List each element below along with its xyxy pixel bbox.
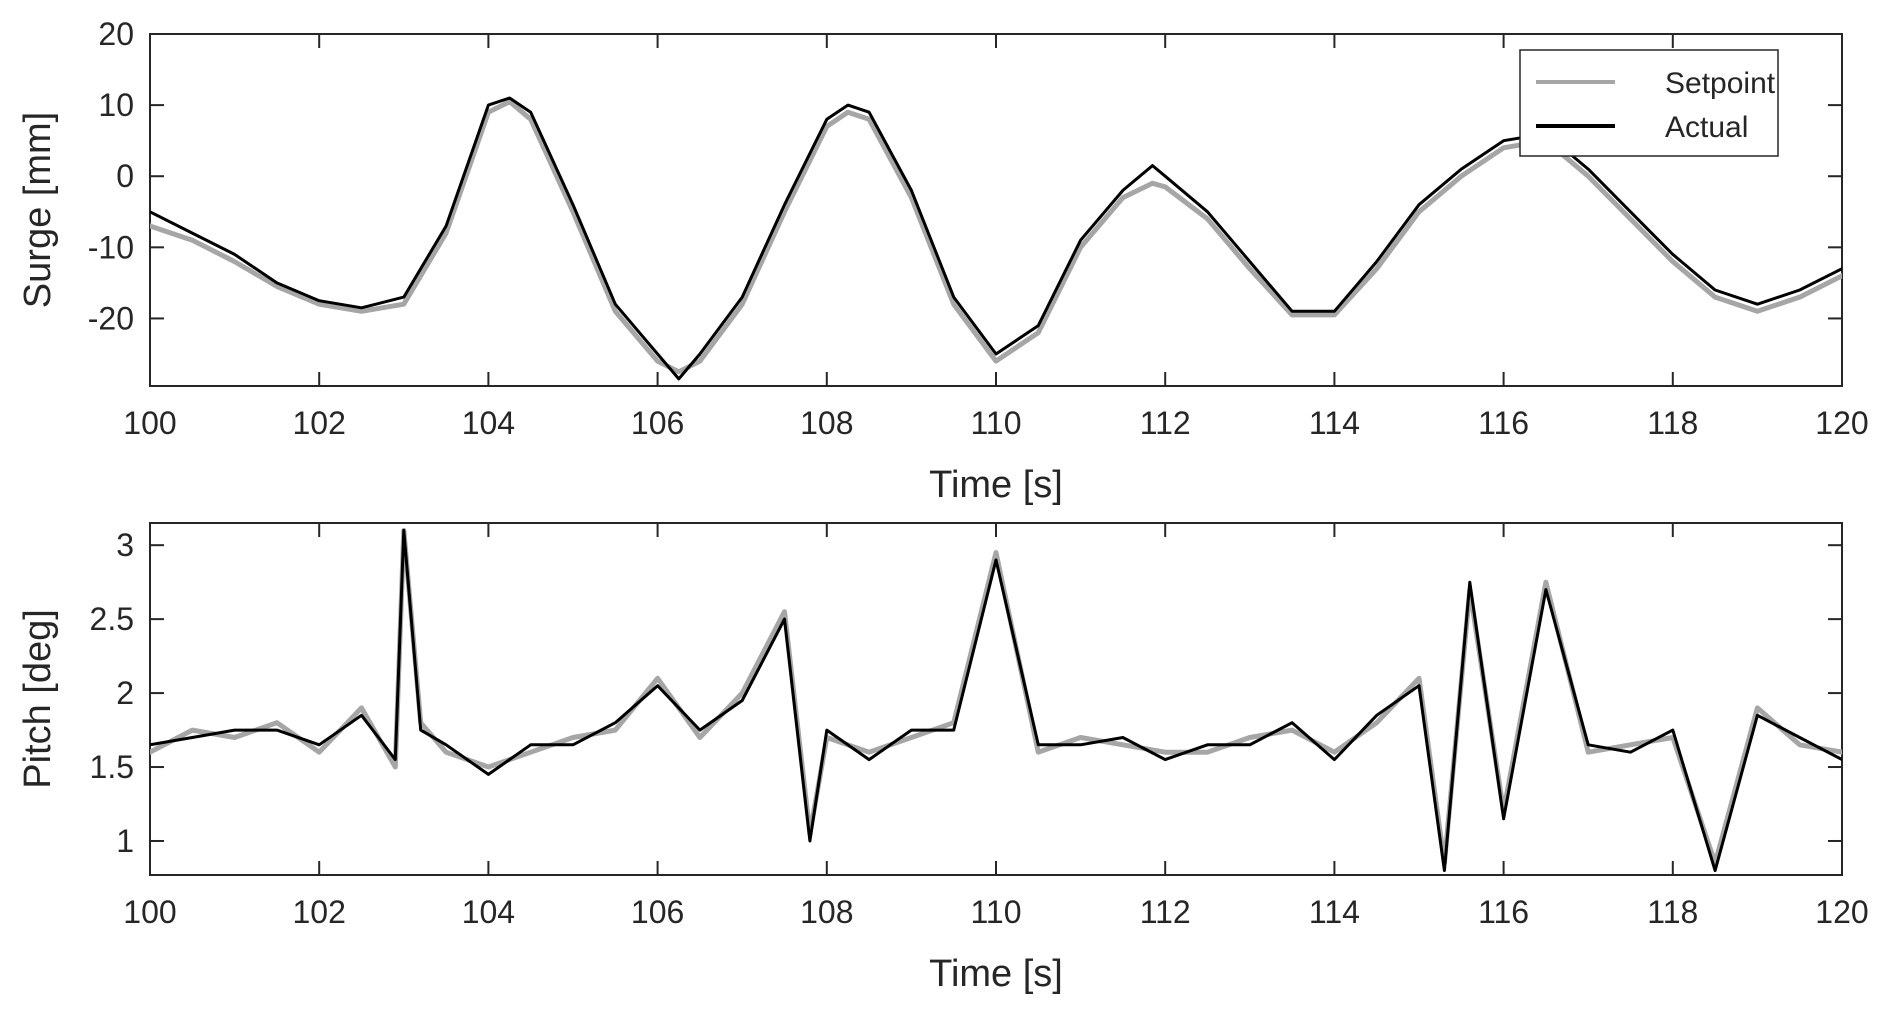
pitch-y-tick-label: 2: [116, 675, 134, 711]
surge-x-tick-label: 112: [1140, 405, 1191, 441]
pitch-x-tick-label: 112: [1140, 894, 1191, 930]
surge-panel: 100 102 104 106 108 110 112 114 116 118 120 -20-10…: [17, 16, 1869, 506]
surge-x-tick-label: 120: [1815, 405, 1868, 441]
surge-y-tick-label: -10: [88, 229, 134, 265]
pitch-x-tick-label: 116: [1478, 894, 1529, 930]
pitch-x-tick-label: 120: [1815, 894, 1868, 930]
surge-x-tick-label: 116: [1478, 405, 1529, 441]
surge-x-tick-label: 102: [293, 405, 346, 441]
pitch-y-tick-label: 2.5: [90, 601, 134, 637]
surge-x-tick-label: 104: [462, 405, 515, 441]
surge-x-tick-label: 106: [631, 405, 684, 441]
pitch-series-layer: [150, 527, 1842, 873]
pitch-x-axis-label: Time [s]: [929, 953, 1063, 995]
pitch-x-tick-label: 100: [123, 894, 176, 930]
pitch-y-tick-label: 1.5: [90, 749, 134, 785]
surge-y-ticks: -20 -10 0 10 20: [88, 16, 1842, 336]
legend: Setpoint Actual: [1519, 49, 1779, 157]
pitch-y-tick-label: 1: [116, 823, 134, 859]
surge-y-tick-label: -20: [88, 300, 134, 336]
surge-x-tick-label: 110: [970, 405, 1021, 441]
pitch-x-tick-label: 108: [800, 894, 853, 930]
pitch-x-tick-label: 104: [462, 894, 515, 930]
surge-x-axis-label: Time [s]: [929, 464, 1063, 506]
pitch-x-tick-label: 110: [970, 894, 1021, 930]
surge-y-tick-label: 20: [98, 16, 134, 52]
surge-y-tick-label: 10: [98, 87, 134, 123]
surge-x-tick-label: 114: [1309, 405, 1360, 441]
surge-y-axis-label: Surge [mm]: [17, 112, 59, 308]
surge-x-tick-label: 108: [800, 405, 853, 441]
pitch-series-actual: [150, 528, 1842, 873]
pitch-x-tick-label: 118: [1647, 894, 1698, 930]
pitch-panel: 100 102 104 106 108 110 112 114 116 118 120 1 1.5 2 2…: [17, 522, 1869, 995]
surge-x-ticks: 100 102 104 106 108 110 112 114 116 118 120: [123, 34, 1869, 441]
pitch-x-ticks: 100 102 104 106 108 110 112 114 116 118 120: [123, 523, 1869, 930]
surge-x-tick-label: 100: [123, 405, 176, 441]
pitch-x-tick-label: 114: [1309, 894, 1360, 930]
legend-label-setpoint: Setpoint: [1665, 67, 1776, 100]
pitch-y-axis-label: Pitch [deg]: [17, 609, 59, 789]
pitch-x-tick-label: 106: [631, 894, 684, 930]
legend-box: [1519, 49, 1779, 157]
surge-y-tick-label: 0: [116, 158, 134, 194]
pitch-y-ticks: 1 1.5 2 2.5 3: [90, 527, 1842, 859]
surge-x-tick-label: 118: [1647, 405, 1698, 441]
legend-label-actual: Actual: [1665, 111, 1748, 144]
pitch-x-tick-label: 102: [293, 894, 346, 930]
pitch-y-tick-label: 3: [116, 527, 134, 563]
